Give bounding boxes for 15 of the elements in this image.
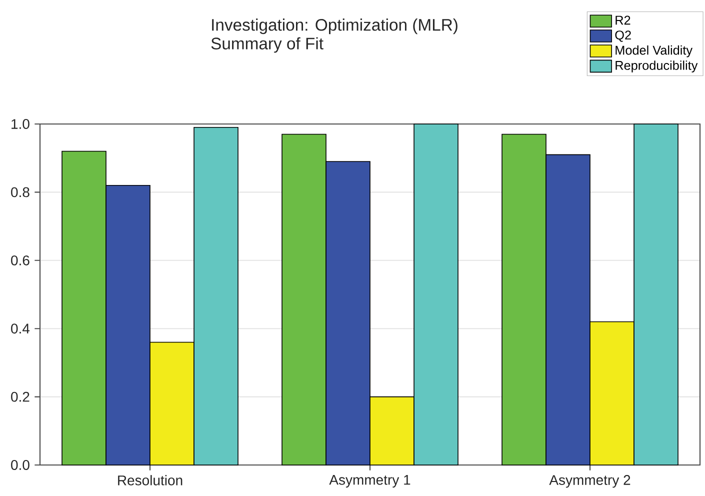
y-tick-label: 0.8 (11, 187, 30, 198)
y-tick-label: 0.4 (11, 324, 30, 334)
y-tick-label: 0.0 (11, 460, 30, 470)
y-tick-label: 0.2 (11, 392, 30, 402)
legend-label: Reproducibility (616, 60, 698, 72)
legend-label: Q2 (615, 30, 631, 42)
chart-subtitle: Summary of Fit (211, 37, 324, 53)
y-tick-label: 0.6 (11, 255, 30, 266)
legend-label: R2 (616, 16, 630, 25)
chart-title: Investigation: Optimization (MLR) (212, 18, 458, 34)
x-tick-label: Asymmetry 1 (329, 475, 410, 488)
x-tick-label: Resolution (118, 475, 182, 486)
legend-label: Model Validity (616, 45, 693, 58)
y-tick-label: 1.0 (12, 119, 30, 129)
x-tick-label: Asymmetry 2 (549, 475, 630, 488)
